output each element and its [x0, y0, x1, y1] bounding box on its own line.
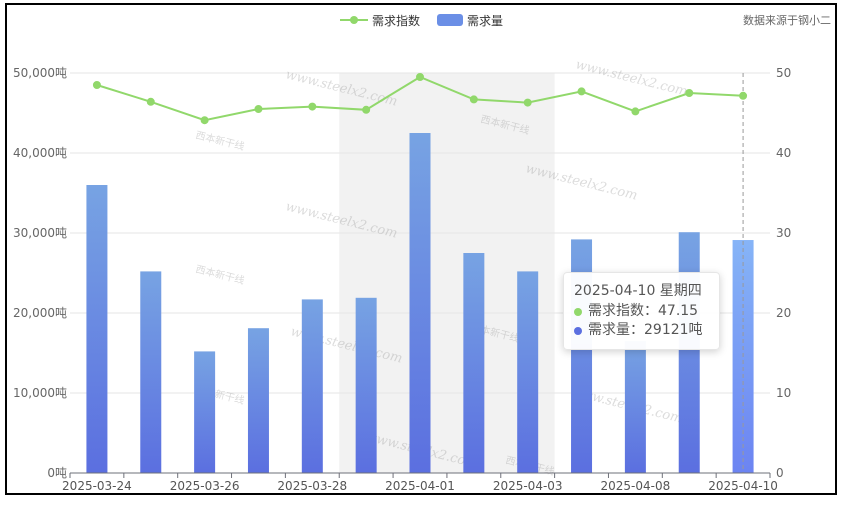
watermark-logo: 西本新干线	[194, 128, 246, 153]
demand-index-point[interactable]	[631, 107, 640, 116]
demand-volume-bar[interactable]	[624, 341, 646, 473]
legend-line-marker	[350, 16, 358, 24]
x-tick-label: 2025-04-03	[493, 479, 563, 493]
legend-bar-swatch	[437, 14, 463, 26]
y-left-tick-label: 0吨	[47, 466, 67, 480]
demand-volume-bar[interactable]	[517, 271, 539, 473]
demand-index-point[interactable]	[469, 95, 478, 104]
y-left-tick-label: 10,000吨	[13, 386, 67, 400]
x-tick-label: 2025-04-01	[385, 479, 455, 493]
watermark-url: www.steelx2.com	[574, 57, 689, 99]
demand-index-point[interactable]	[92, 81, 101, 89]
y-left-tick-label: 20,000吨	[13, 306, 67, 320]
legend-demand-index[interactable]: 需求指数	[372, 13, 420, 28]
tooltip-bar-dot	[574, 326, 582, 335]
tooltip-line-row: 需求指数：47.15	[574, 302, 709, 321]
tooltip-line-dot	[574, 307, 582, 316]
y-right-tick-label: 20	[776, 306, 791, 320]
tooltip: 2025-04-10 星期四 需求指数：47.15 需求量：29121吨	[563, 272, 720, 350]
tooltip-bar-value: 需求量：29121吨	[588, 322, 703, 338]
demand-index-point[interactable]	[416, 73, 424, 81]
y-right-tick-label: 40	[776, 146, 791, 160]
x-tick-label: 2025-03-26	[170, 479, 240, 493]
demand-volume-bar[interactable]	[678, 232, 700, 473]
y-right-tick-label: 30	[776, 226, 791, 240]
y-right-tick-label: 50	[776, 66, 791, 80]
demand-index-point[interactable]	[362, 105, 371, 114]
demand-volume-bar[interactable]	[355, 297, 377, 473]
watermark-logo: 西本新干线	[194, 262, 246, 287]
demand-volume-bar[interactable]	[463, 253, 485, 473]
legend-demand-volume[interactable]: 需求量	[467, 14, 503, 28]
y-left-tick-label: 30,000吨	[13, 226, 67, 240]
x-tick-label: 2025-04-08	[601, 479, 671, 493]
demand-index-point[interactable]	[254, 105, 263, 113]
demand-index-point[interactable]	[308, 102, 317, 111]
tooltip-bar-row: 需求量：29121吨	[574, 321, 709, 340]
x-tick-label: 2025-04-10	[708, 479, 778, 493]
demand-index-point[interactable]	[200, 116, 209, 125]
demand-volume-bar[interactable]	[409, 133, 431, 473]
demand-index-point[interactable]	[577, 87, 586, 96]
y-left-tick-label: 50,000吨	[13, 66, 67, 80]
x-tick-label: 2025-03-24	[62, 479, 132, 493]
y-left-tick-label: 40,000吨	[13, 146, 67, 160]
demand-volume-bar[interactable]	[301, 299, 323, 473]
demand-volume-bar[interactable]	[86, 185, 108, 473]
demand-index-point[interactable]	[523, 98, 532, 107]
demand-index-point[interactable]	[739, 91, 748, 100]
demand-volume-bar[interactable]	[247, 328, 269, 473]
demand-index-point[interactable]	[146, 97, 155, 106]
demand-volume-bar[interactable]	[140, 271, 162, 473]
x-tick-label: 2025-03-28	[277, 479, 347, 493]
source-note: 数据来源于钢小二	[743, 13, 831, 27]
tooltip-title: 2025-04-10 星期四	[574, 283, 702, 299]
y-right-tick-label: 10	[776, 386, 791, 400]
tooltip-line-value: 需求指数：47.15	[588, 303, 699, 319]
demand-index-point[interactable]	[685, 89, 694, 97]
y-right-tick-label: 0	[776, 466, 784, 480]
demand-volume-bar[interactable]	[194, 351, 216, 473]
